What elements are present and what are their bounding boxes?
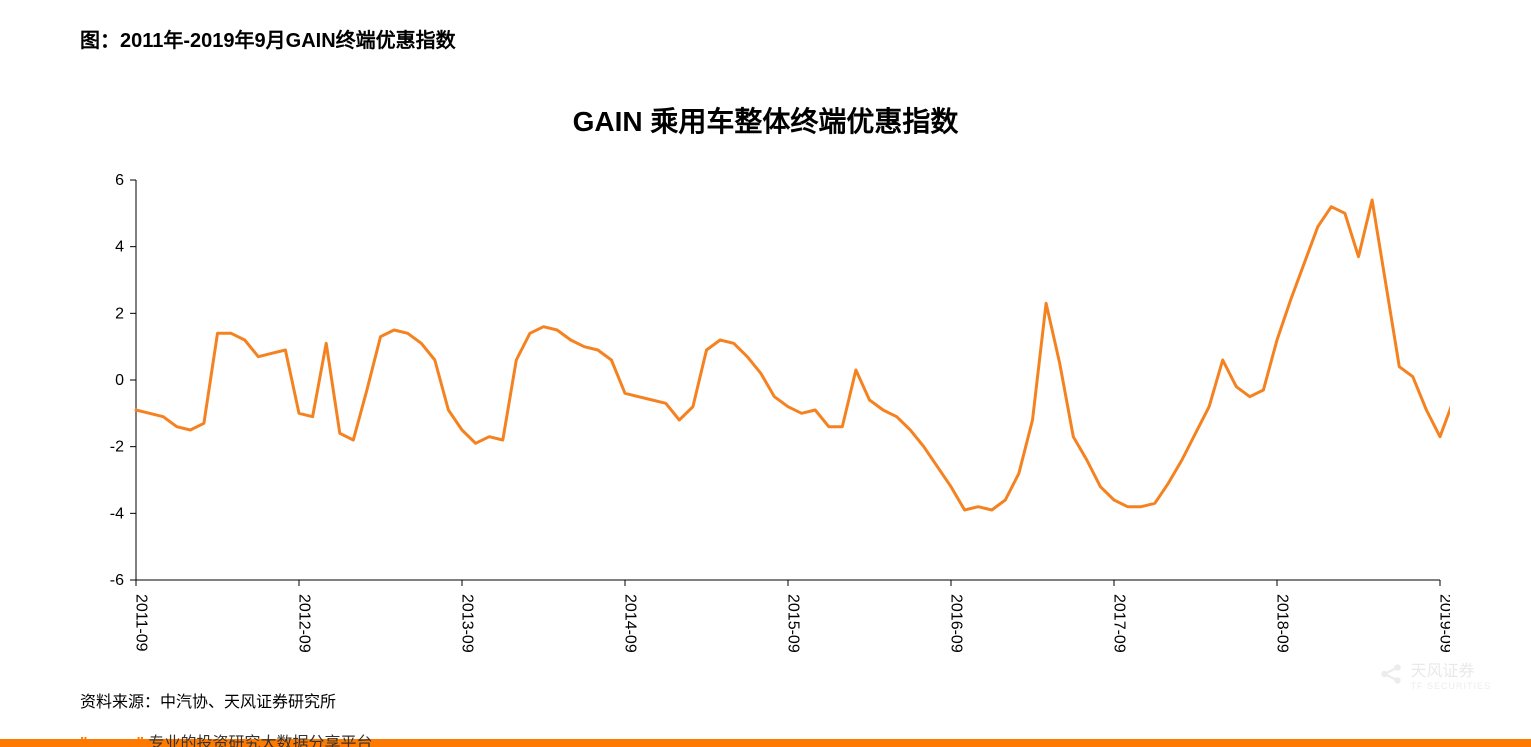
svg-text:2013-09: 2013-09 xyxy=(459,594,476,653)
svg-text:2011-09: 2011-09 xyxy=(133,594,150,652)
watermark-text: 天风证券 TF SECURITIES xyxy=(1410,657,1491,691)
svg-text:-6: -6 xyxy=(110,572,124,589)
watermark-icon xyxy=(1378,661,1404,687)
figure-caption: 图：2011年-2019年9月GAIN终端优惠指数 xyxy=(80,24,456,53)
line-chart: 6 4 2 0 -2 -4 -6 2011-09 2012-09 2013-09 2014-09 20… xyxy=(80,170,1450,710)
quote-gap xyxy=(88,735,137,747)
watermark-sub: TF SECURITIES xyxy=(1410,681,1491,691)
svg-text:2: 2 xyxy=(115,305,124,322)
footer-cut-text: " " 专业的投资研究大数据分享平台 xyxy=(80,729,373,747)
svg-text:6: 6 xyxy=(115,172,124,189)
watermark: 天风证券 TF SECURITIES xyxy=(1378,657,1491,691)
svg-text:2017-09: 2017-09 xyxy=(1111,594,1128,653)
svg-text:2014-09: 2014-09 xyxy=(622,594,639,653)
svg-text:2015-09: 2015-09 xyxy=(785,594,802,653)
watermark-name: 天风证券 xyxy=(1410,657,1491,681)
footer-cut-rest: 专业的投资研究大数据分享平台 xyxy=(144,735,372,747)
quote-close: " xyxy=(137,735,145,747)
svg-text:-2: -2 xyxy=(110,439,124,456)
chart-source: 资料来源：中汽协、天风证券研究所 xyxy=(80,688,336,712)
svg-text:4: 4 xyxy=(115,239,124,256)
chart-title: GAIN 乘用车整体终端优惠指数 xyxy=(0,100,1531,140)
page: 图：2011年-2019年9月GAIN终端优惠指数 GAIN 乘用车整体终端优惠… xyxy=(0,0,1531,747)
svg-text:-4: -4 xyxy=(110,505,124,522)
svg-text:2012-09: 2012-09 xyxy=(296,594,313,653)
svg-text:2018-09: 2018-09 xyxy=(1274,594,1291,653)
svg-text:0: 0 xyxy=(115,372,124,389)
svg-text:2016-09: 2016-09 xyxy=(948,594,965,653)
quote-open: " xyxy=(80,735,88,747)
svg-text:2019-09: 2019-09 xyxy=(1437,594,1451,653)
